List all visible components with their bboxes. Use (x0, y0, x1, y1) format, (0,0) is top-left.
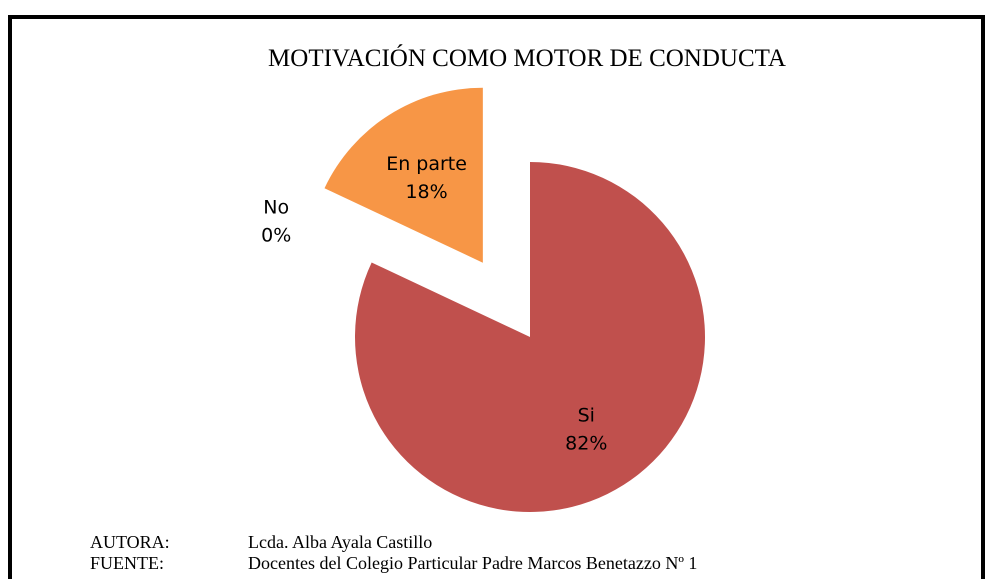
footer-label: AUTORA: (90, 532, 170, 552)
value-label: 82% (565, 433, 607, 455)
footer-label: FUENTE: (90, 553, 164, 573)
category-label: En parte (386, 153, 467, 175)
data-label: No 0% (261, 197, 291, 247)
footer-value: Lcda. Alba Ayala Castillo (248, 532, 432, 552)
value-label: 18% (405, 181, 447, 203)
footer: AUTORA: Lcda. Alba Ayala Castillo FUENTE… (90, 532, 697, 573)
pie-slice (292, 225, 451, 300)
footer-value: Docentes del Colegio Particular Padre Ma… (248, 553, 697, 573)
pie-slice (324, 87, 483, 263)
data-label: En parte 18% (386, 153, 467, 203)
category-label: No (263, 197, 289, 219)
category-label: Si (578, 405, 595, 427)
chart-title: MOTIVACIÓN COMO MOTOR DE CONDUCTA (268, 44, 786, 72)
value-label: 0% (261, 225, 291, 247)
pie-slice (355, 162, 706, 512)
data-label: Si 82% (565, 405, 607, 455)
